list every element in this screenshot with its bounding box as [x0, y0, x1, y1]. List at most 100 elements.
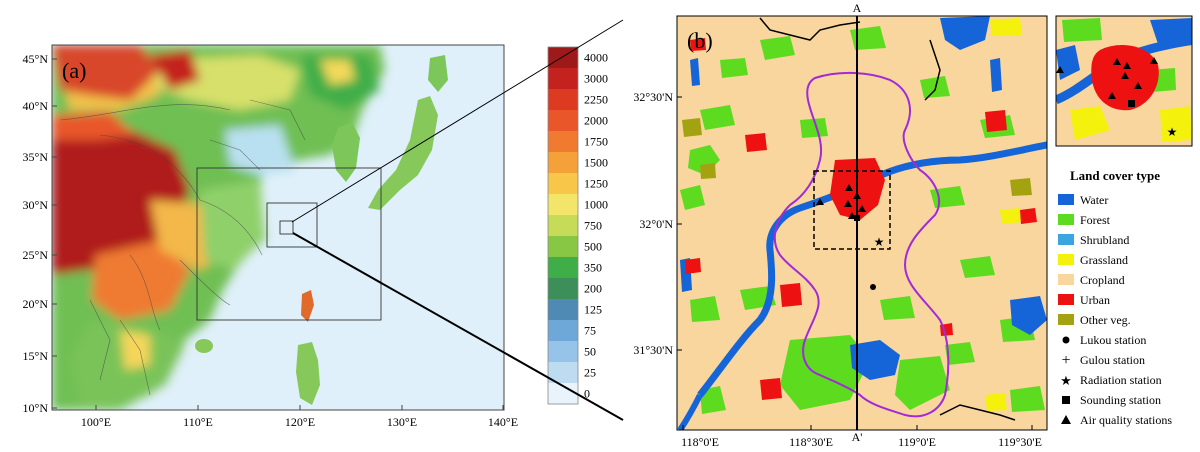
colorbar-label: 4000: [584, 51, 608, 65]
lukou-station-marker: [870, 284, 876, 290]
yangtze-river: [697, 141, 1047, 398]
legend-station-label: Air quality stations: [1080, 413, 1172, 427]
legend-class-label: Urban: [1080, 293, 1110, 307]
lake-north: [940, 16, 990, 50]
colorbar-cell: [548, 152, 578, 174]
legend-swatch: [1058, 254, 1074, 265]
colorbar-cell: [548, 383, 578, 405]
colorbar-cell: [548, 89, 578, 111]
circle-symbol-icon: [1062, 336, 1070, 344]
legend-class-label: Forest: [1080, 213, 1111, 227]
colorbar-label: 0: [584, 387, 590, 401]
plus-symbol-icon: +: [1061, 352, 1070, 369]
colorbar-cell: [548, 257, 578, 279]
colorbar-label: 500: [584, 240, 602, 254]
legend-station-label: Sounding station: [1080, 393, 1161, 407]
lat-tick-a: 20°N: [23, 297, 49, 311]
legend-class-label: Shrubland: [1080, 233, 1129, 247]
colorbar-cell: [548, 215, 578, 237]
zoom-line-top: [291, 19, 624, 223]
lat-tick-a: 45°N: [23, 52, 49, 66]
korea-landmass: [332, 122, 360, 182]
colorbar-label: 1500: [584, 156, 608, 170]
lat-tick-a: 10°N: [23, 401, 49, 415]
legend-station-label: Radiation station: [1080, 373, 1162, 387]
japan-landmass: [368, 96, 438, 210]
lon-tick-a: 100°E: [81, 415, 111, 429]
panel-b-map: ★ (b) A A' 32°30'N 32°0'N 31°30'N: [633, 1, 1048, 449]
lat-tick-b: 32°0'N: [639, 217, 673, 231]
panel-a-map: 45°N 40°N 35°N 30°N 25°N 20°N 15°N 10°N …: [23, 44, 518, 429]
domain-d03-box: [266, 202, 318, 248]
colorbar-cell: [548, 299, 578, 321]
lon-tick-a: 140°E: [488, 415, 518, 429]
colorbar-cell: [548, 341, 578, 363]
colorbar-label: 50: [584, 345, 596, 359]
star-symbol-icon: ★: [1060, 373, 1072, 388]
colorbar-label: 75: [584, 324, 596, 338]
lon-tick-a: 130°E: [387, 415, 417, 429]
radiation-station-marker: ★: [874, 235, 885, 249]
terrain-shading: [52, 45, 385, 410]
colorbar-label: 2250: [584, 93, 608, 107]
colorbar-label: 2000: [584, 114, 608, 128]
colorbar-cell: [548, 362, 578, 384]
colorbar-cell: [548, 68, 578, 90]
colorbar-label: 1000: [584, 198, 608, 212]
colorbar-label: 1250: [584, 177, 608, 191]
legend-station-label: Lukou station: [1080, 333, 1146, 347]
lon-tick-b: 118°0'E: [681, 435, 719, 449]
colorbar-cell: [548, 131, 578, 153]
colorbar-label: 200: [584, 282, 602, 296]
colorbar-cell: [548, 278, 578, 300]
colorbar-label: 25: [584, 366, 596, 380]
colorbar-cell: [548, 194, 578, 216]
legend-title: Land cover type: [1070, 168, 1160, 183]
section-end-label: A': [852, 430, 863, 444]
domain-d04-box: [279, 220, 294, 235]
legend-swatch: [1058, 274, 1074, 285]
taiwan-landmass: [301, 290, 314, 322]
lat-tick-a: 15°N: [23, 349, 49, 363]
lon-tick-a: 110°E: [183, 415, 213, 429]
lon-tick-a: 120°E: [285, 415, 315, 429]
colorbar-label: 350: [584, 261, 602, 275]
lat-tick-a: 35°N: [23, 150, 49, 164]
panel-b-label: (b): [687, 28, 713, 53]
philippines-landmass: [296, 342, 320, 405]
air-quality-markers: [816, 184, 866, 219]
legend-class-label: Other veg.: [1080, 313, 1131, 327]
lon-tick-b: 118°30'E: [789, 435, 833, 449]
legend-class-label: Cropland: [1080, 273, 1125, 287]
legend-swatch: [1058, 194, 1074, 205]
lon-tick-b: 119°30'E: [998, 435, 1042, 449]
legend-swatch: [1058, 314, 1074, 325]
lat-tick-b: 31°30'N: [633, 343, 673, 357]
legend-swatch: [1058, 214, 1074, 225]
lat-tick-a: 40°N: [23, 99, 49, 113]
colorbar-label: 750: [584, 219, 602, 233]
urban-inset-map: ★: [1055, 15, 1193, 147]
sounding-station-marker: [854, 215, 860, 221]
square-symbol-icon: [1062, 396, 1070, 404]
lon-tick-b: 119°0'E: [898, 435, 936, 449]
panel-a-label: (a): [62, 58, 86, 83]
colorbar-cell: [548, 110, 578, 132]
nanjing-boundary: [773, 71, 950, 418]
forest-patches: [680, 26, 1045, 414]
domain-d02-box: [196, 167, 382, 321]
legend-swatch: [1058, 234, 1074, 245]
section-start-label: A: [853, 1, 862, 15]
legend-swatch: [1058, 294, 1074, 305]
elevation-colorbar: 4000300022502000175015001250100075050035…: [547, 46, 608, 405]
colorbar-cell: [548, 320, 578, 342]
legend-class-label: Grassland: [1080, 253, 1128, 267]
land-cover-legend: Land cover type Water Forest Shrubland Gras…: [1058, 168, 1172, 427]
legend-station-label: Gulou station: [1080, 353, 1145, 367]
svg-text:★: ★: [1167, 125, 1178, 139]
legend-class-label: Water: [1080, 193, 1108, 207]
lat-tick-a: 30°N: [23, 198, 49, 212]
colorbar-label: 125: [584, 303, 602, 317]
colorbar-label: 3000: [584, 72, 608, 86]
